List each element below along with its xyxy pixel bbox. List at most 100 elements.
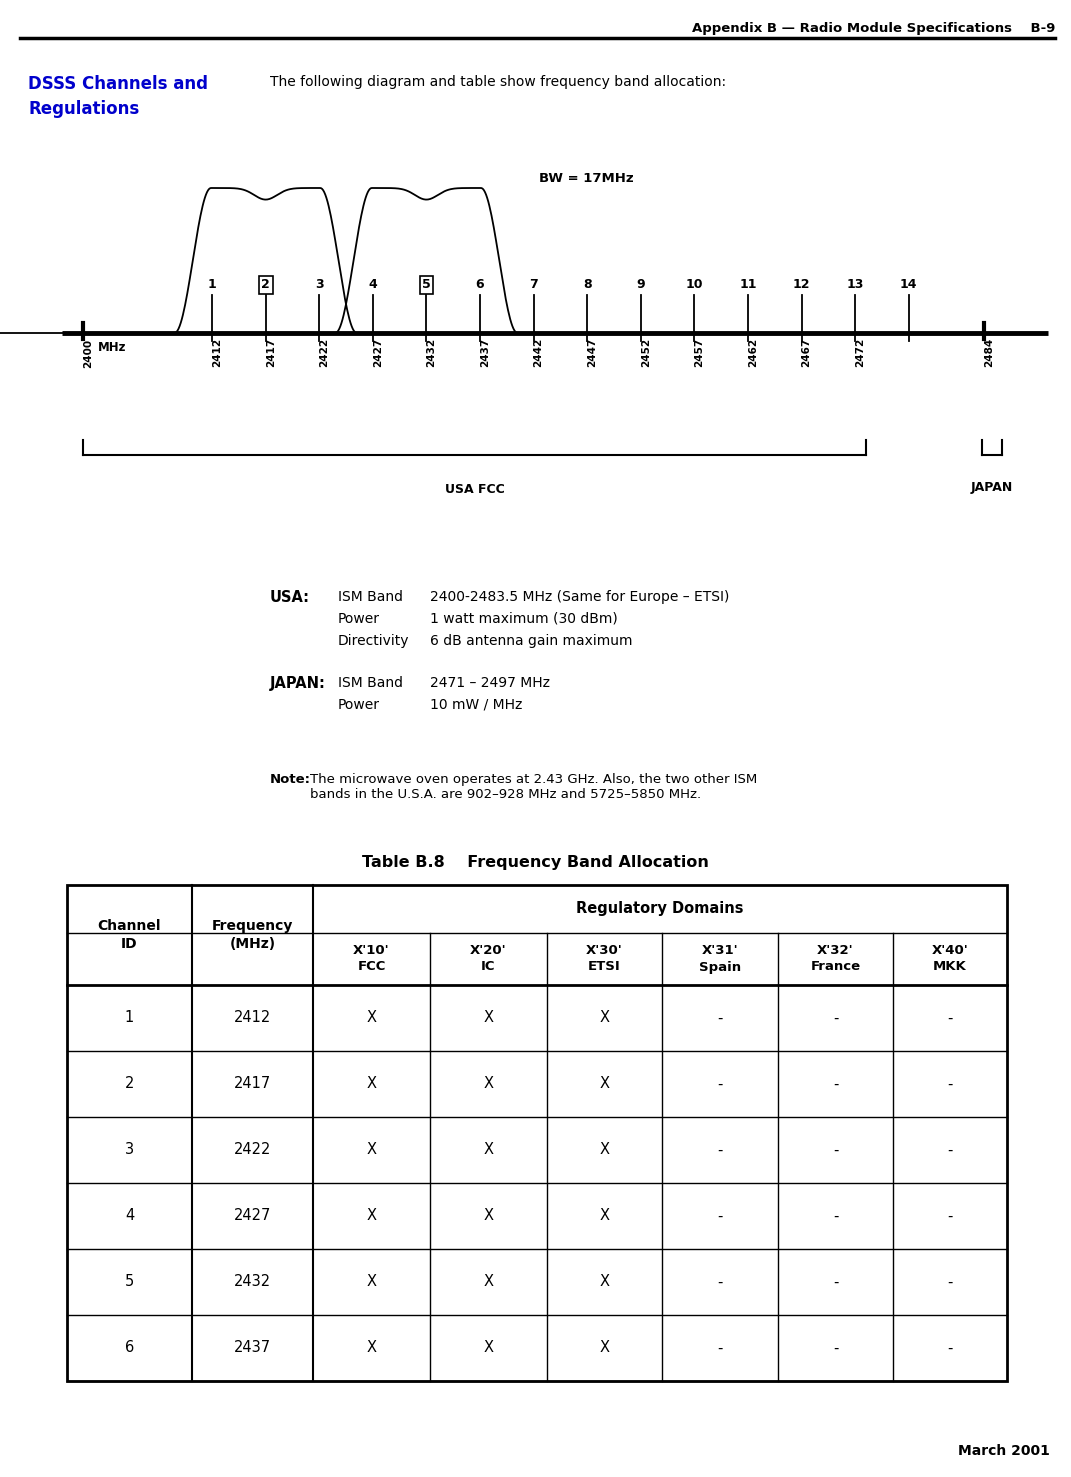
Text: X'10'
FCC: X'10' FCC bbox=[353, 944, 390, 973]
Text: X: X bbox=[600, 1010, 609, 1025]
Text: 2447: 2447 bbox=[587, 338, 598, 368]
Text: -: - bbox=[718, 1077, 723, 1092]
Text: Directivity: Directivity bbox=[338, 634, 409, 648]
Text: 2452: 2452 bbox=[640, 338, 651, 368]
Text: Note:: Note: bbox=[270, 772, 311, 786]
Text: 5: 5 bbox=[422, 278, 431, 291]
Text: 2412: 2412 bbox=[233, 1010, 271, 1025]
Text: The following diagram and table show frequency band allocation:: The following diagram and table show fre… bbox=[270, 75, 726, 89]
Text: X'31'
Spain: X'31' Spain bbox=[699, 944, 741, 973]
Text: -: - bbox=[833, 1341, 839, 1356]
Text: ISM Band: ISM Band bbox=[338, 676, 403, 690]
Text: X: X bbox=[600, 1275, 609, 1289]
Text: X: X bbox=[483, 1143, 494, 1158]
Text: 6: 6 bbox=[125, 1341, 134, 1356]
Text: 2: 2 bbox=[261, 278, 270, 291]
Text: 2457: 2457 bbox=[694, 338, 705, 368]
Text: 6: 6 bbox=[476, 278, 484, 291]
Text: -: - bbox=[718, 1143, 723, 1158]
Text: 10 mW / MHz: 10 mW / MHz bbox=[429, 699, 523, 712]
Text: X: X bbox=[366, 1275, 377, 1289]
Text: JAPAN:: JAPAN: bbox=[270, 676, 326, 691]
Text: 2442: 2442 bbox=[533, 338, 544, 368]
Text: 14: 14 bbox=[900, 278, 918, 291]
Text: 13: 13 bbox=[846, 278, 864, 291]
Text: 8: 8 bbox=[583, 278, 591, 291]
Text: DSSS Channels and
Regulations: DSSS Channels and Regulations bbox=[28, 75, 208, 118]
Text: -: - bbox=[948, 1143, 953, 1158]
Text: -: - bbox=[833, 1077, 839, 1092]
Text: Table B.8    Frequency Band Allocation: Table B.8 Frequency Band Allocation bbox=[362, 855, 708, 870]
Text: 12: 12 bbox=[793, 278, 811, 291]
Text: 4: 4 bbox=[125, 1208, 134, 1223]
Text: X: X bbox=[483, 1077, 494, 1092]
Text: The microwave oven operates at 2.43 GHz. Also, the two other ISM
bands in the U.: The microwave oven operates at 2.43 GHz.… bbox=[310, 772, 757, 801]
Text: 6 dB antenna gain maximum: 6 dB antenna gain maximum bbox=[429, 634, 633, 648]
Text: X: X bbox=[483, 1010, 494, 1025]
Text: X: X bbox=[600, 1341, 609, 1356]
Text: -: - bbox=[718, 1208, 723, 1223]
Text: -: - bbox=[948, 1010, 953, 1025]
Text: X: X bbox=[483, 1341, 494, 1356]
Text: -: - bbox=[833, 1143, 839, 1158]
Text: 7: 7 bbox=[529, 278, 538, 291]
Text: 2484: 2484 bbox=[983, 338, 994, 368]
Text: X'40'
MKK: X'40' MKK bbox=[932, 944, 968, 973]
Text: 2472: 2472 bbox=[855, 338, 865, 368]
Text: X: X bbox=[483, 1208, 494, 1223]
Text: -: - bbox=[718, 1341, 723, 1356]
Text: 2: 2 bbox=[125, 1077, 134, 1092]
Text: X: X bbox=[366, 1077, 377, 1092]
Text: 9: 9 bbox=[636, 278, 645, 291]
Text: MHz: MHz bbox=[97, 341, 126, 354]
Text: 2400: 2400 bbox=[84, 340, 93, 368]
Text: X'30'
ETSI: X'30' ETSI bbox=[586, 944, 623, 973]
Text: -: - bbox=[718, 1010, 723, 1025]
Text: 1: 1 bbox=[208, 278, 216, 291]
Text: X: X bbox=[366, 1010, 377, 1025]
Text: Regulatory Domains: Regulatory Domains bbox=[576, 901, 743, 917]
Text: Power: Power bbox=[338, 699, 380, 712]
Text: -: - bbox=[948, 1275, 953, 1289]
Text: X: X bbox=[600, 1143, 609, 1158]
Text: USA FCC: USA FCC bbox=[444, 483, 504, 496]
Text: USA:: USA: bbox=[270, 589, 310, 606]
Text: X: X bbox=[366, 1341, 377, 1356]
Text: 4: 4 bbox=[368, 278, 377, 291]
Text: 2400-2483.5 MHz (Same for Europe – ETSI): 2400-2483.5 MHz (Same for Europe – ETSI) bbox=[429, 589, 729, 604]
Text: 3: 3 bbox=[125, 1143, 134, 1158]
Text: 3: 3 bbox=[315, 278, 323, 291]
Text: -: - bbox=[833, 1010, 839, 1025]
Text: 11: 11 bbox=[739, 278, 757, 291]
Text: Channel
ID: Channel ID bbox=[97, 919, 162, 951]
Text: 2432: 2432 bbox=[426, 338, 436, 368]
Text: X: X bbox=[600, 1077, 609, 1092]
Text: Frequency
(MHz): Frequency (MHz) bbox=[212, 919, 293, 951]
Text: 2462: 2462 bbox=[748, 338, 758, 368]
Text: -: - bbox=[948, 1077, 953, 1092]
Text: 2417: 2417 bbox=[266, 338, 275, 368]
Text: 2427: 2427 bbox=[233, 1208, 271, 1223]
Text: X'32'
France: X'32' France bbox=[811, 944, 861, 973]
Text: 2417: 2417 bbox=[233, 1077, 271, 1092]
Text: -: - bbox=[833, 1208, 839, 1223]
Text: X: X bbox=[483, 1275, 494, 1289]
Text: 2432: 2432 bbox=[233, 1275, 271, 1289]
Text: BW = 17MHz: BW = 17MHz bbox=[539, 171, 633, 185]
Text: X: X bbox=[366, 1143, 377, 1158]
Text: Power: Power bbox=[338, 611, 380, 626]
Text: 2412: 2412 bbox=[212, 338, 222, 368]
Text: X'20'
IC: X'20' IC bbox=[470, 944, 507, 973]
Text: 10: 10 bbox=[685, 278, 703, 291]
Text: 2422: 2422 bbox=[233, 1143, 271, 1158]
Text: -: - bbox=[833, 1275, 839, 1289]
Text: 2437: 2437 bbox=[480, 338, 489, 368]
Text: -: - bbox=[948, 1208, 953, 1223]
Text: ISM Band: ISM Band bbox=[338, 589, 403, 604]
Text: 1: 1 bbox=[125, 1010, 134, 1025]
Text: 1 watt maximum (30 dBm): 1 watt maximum (30 dBm) bbox=[429, 611, 618, 626]
Text: March 2001: March 2001 bbox=[959, 1445, 1050, 1458]
Text: X: X bbox=[366, 1208, 377, 1223]
Text: 2471 – 2497 MHz: 2471 – 2497 MHz bbox=[429, 676, 550, 690]
Text: 2467: 2467 bbox=[801, 338, 812, 368]
